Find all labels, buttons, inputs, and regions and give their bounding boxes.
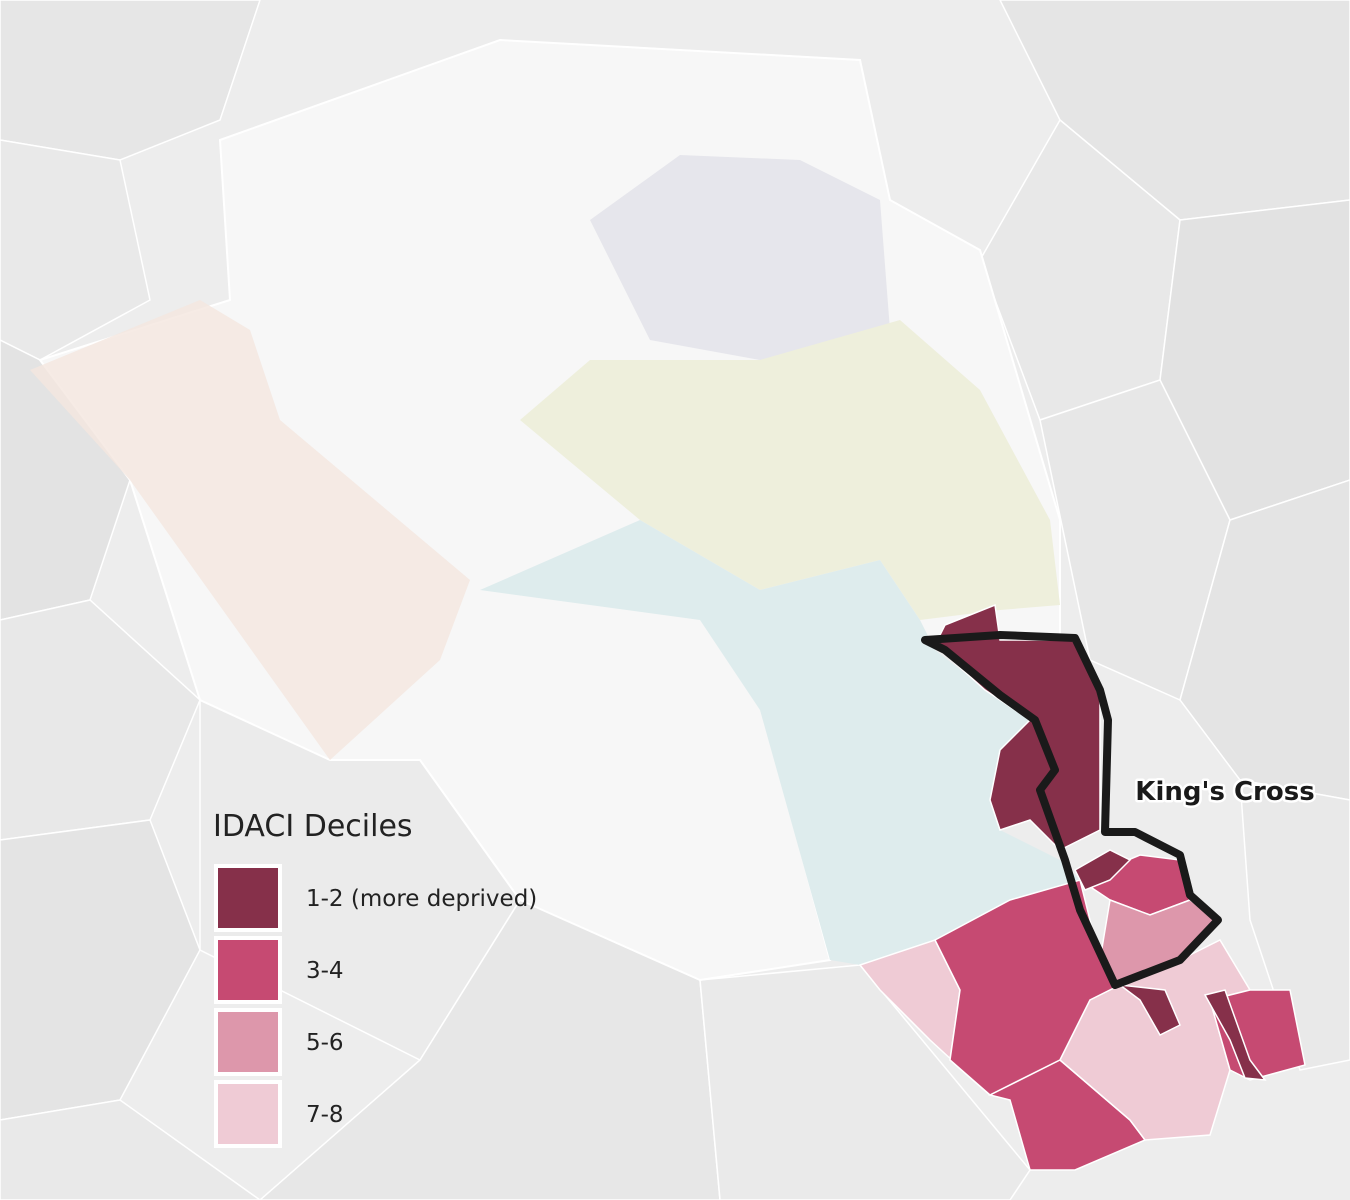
legend: 1-2 (more deprived) 3-4 5-6 7-8 bbox=[214, 864, 537, 1148]
legend-label: 1-2 (more deprived) bbox=[306, 886, 537, 912]
legend-title: IDACI Deciles bbox=[213, 809, 413, 844]
tinted-ward bbox=[480, 520, 1080, 965]
tinted-ward bbox=[520, 320, 1060, 620]
idaci-areas bbox=[858, 603, 1306, 1171]
legend-label: 3-4 bbox=[306, 958, 344, 984]
legend-label: 7-8 bbox=[306, 1102, 344, 1128]
area-outline bbox=[921, 631, 1222, 989]
legend-label: 5-6 bbox=[306, 1030, 344, 1056]
place-label: King's Cross bbox=[1135, 777, 1314, 807]
legend-swatch bbox=[214, 864, 282, 932]
legend-swatch bbox=[214, 1080, 282, 1148]
idaci-area bbox=[1074, 849, 1132, 891]
idaci-area bbox=[1117, 983, 1181, 1036]
legend-swatch bbox=[214, 1008, 282, 1076]
tinted-ward bbox=[30, 300, 470, 760]
tinted-ward bbox=[590, 155, 890, 380]
legend-swatch bbox=[214, 936, 282, 1004]
idaci-area bbox=[1203, 989, 1267, 1081]
